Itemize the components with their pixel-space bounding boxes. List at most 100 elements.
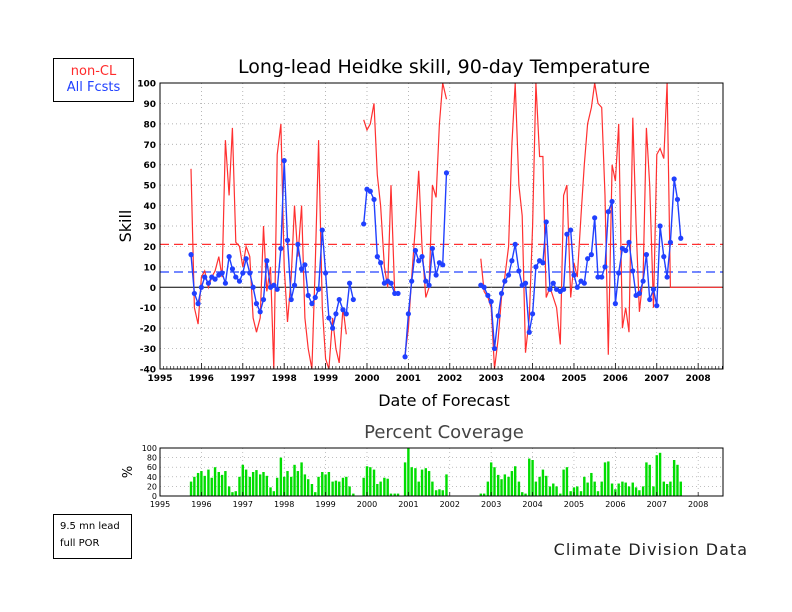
main-ytick-label: 40	[143, 202, 156, 212]
coverage-bar	[269, 487, 272, 496]
coverage-bar	[255, 470, 258, 496]
all-fcsts-point	[543, 219, 549, 225]
coverage-bar	[607, 461, 610, 496]
main-ytick-label: 30	[143, 223, 156, 233]
coverage-bar	[669, 481, 672, 496]
all-fcsts-point	[350, 296, 356, 303]
all-fcsts-point	[264, 258, 270, 264]
coverage-bar	[369, 467, 372, 496]
coverage-bar	[231, 492, 234, 496]
coverage-bar	[341, 477, 345, 496]
all-fcsts-point	[664, 274, 670, 280]
all-fcsts-point	[315, 286, 322, 292]
coverage-bar	[517, 481, 521, 496]
coverage-ytick-label: 100	[142, 444, 157, 453]
coverage-bar	[345, 476, 348, 496]
coverage-bar	[393, 493, 396, 496]
coverage-bar	[438, 489, 441, 496]
coverage-bar	[262, 472, 265, 496]
all-fcsts-point	[291, 282, 298, 288]
coverage-bar	[410, 467, 413, 496]
coverage-ytick-label: 0	[152, 492, 157, 501]
coverage-bar	[572, 487, 576, 496]
coverage-bar	[528, 458, 531, 496]
all-fcsts-point	[243, 256, 249, 262]
all-fcsts-point	[416, 258, 422, 264]
coverage-bar	[327, 472, 331, 496]
coverage-bar	[293, 464, 296, 496]
all-fcsts-point	[650, 286, 657, 292]
coverage-xtick-label: 1996	[191, 500, 211, 509]
coverage-bar	[641, 486, 645, 496]
coverage-bar	[244, 469, 248, 496]
coverage-bar	[379, 481, 382, 496]
coverage-bar	[552, 483, 555, 496]
noncl-line	[480, 83, 723, 369]
legend-noncl: non-CL	[70, 64, 117, 79]
all-fcsts-point	[409, 278, 415, 284]
coverage-bar	[224, 471, 227, 496]
main-xtick-label: 1998	[272, 374, 297, 384]
coverage-bar	[634, 487, 638, 496]
main-xtick-label: 2004	[520, 374, 545, 384]
coverage-ytick-label: 40	[147, 473, 157, 482]
coverage-bar	[210, 477, 213, 496]
all-fcsts-point	[574, 284, 580, 290]
all-fcsts-point	[674, 196, 681, 203]
all-fcsts-point	[260, 296, 267, 303]
all-fcsts-point	[522, 280, 529, 286]
coverage-bar	[486, 481, 490, 496]
coverage-bar	[545, 475, 548, 496]
main-grid	[159, 82, 723, 370]
all-fcsts-point	[599, 274, 605, 280]
all-fcsts-point	[247, 270, 253, 276]
all-fcsts-point	[257, 309, 263, 315]
coverage-grid	[159, 447, 723, 497]
all-fcsts-point	[488, 298, 494, 305]
coverage-bar	[303, 474, 307, 496]
all-fcsts-point	[568, 227, 574, 233]
coverage-xtick-label: 1995	[150, 500, 170, 509]
coverage-bar	[627, 486, 631, 496]
main-xtick-label: 1996	[189, 374, 214, 384]
coverage-bar	[590, 472, 593, 496]
coverage-bar	[296, 471, 300, 496]
all-fcsts-point	[612, 301, 618, 307]
all-fcsts-point	[212, 276, 218, 282]
main-ytick-label: 70	[143, 141, 156, 151]
coverage-bar	[621, 481, 624, 496]
coverage-bar	[383, 477, 386, 496]
coverage-bar	[241, 464, 245, 496]
all-fcsts-point	[505, 272, 512, 278]
coverage-bar	[238, 476, 241, 496]
coverage-bar	[251, 472, 255, 496]
main-ytick-label: 0	[150, 284, 156, 294]
coverage-bar	[596, 491, 600, 496]
all-fcsts-point	[491, 345, 498, 352]
all-fcsts-point	[371, 196, 377, 203]
coverage-bar	[493, 467, 496, 496]
coverage-bar	[282, 476, 286, 496]
main-xtick-label: 2008	[686, 374, 711, 384]
coverage-bar	[265, 475, 269, 496]
coverage-bar	[655, 455, 658, 496]
coverage-bar	[396, 493, 400, 496]
coverage-bar	[610, 483, 614, 496]
coverage-title: Percent Coverage	[364, 422, 524, 443]
all-fcsts-point	[319, 227, 325, 233]
coverage-bar	[213, 467, 217, 496]
all-fcsts-point	[330, 325, 336, 331]
coverage-xtick-label: 2005	[564, 500, 584, 509]
coverage-bar	[227, 486, 231, 496]
coverage-bar	[207, 469, 210, 496]
coverage-bar	[290, 476, 293, 496]
noncl-line	[190, 123, 347, 369]
coverage-bar	[196, 472, 200, 496]
main-xtick-label: 2005	[561, 374, 586, 384]
coverage-bar	[217, 472, 220, 496]
coverage-bar	[334, 480, 338, 496]
coverage-bar	[338, 481, 341, 496]
all-fcsts-point	[298, 266, 305, 272]
coverage-bar	[534, 481, 538, 496]
coverage-bar	[403, 462, 407, 496]
